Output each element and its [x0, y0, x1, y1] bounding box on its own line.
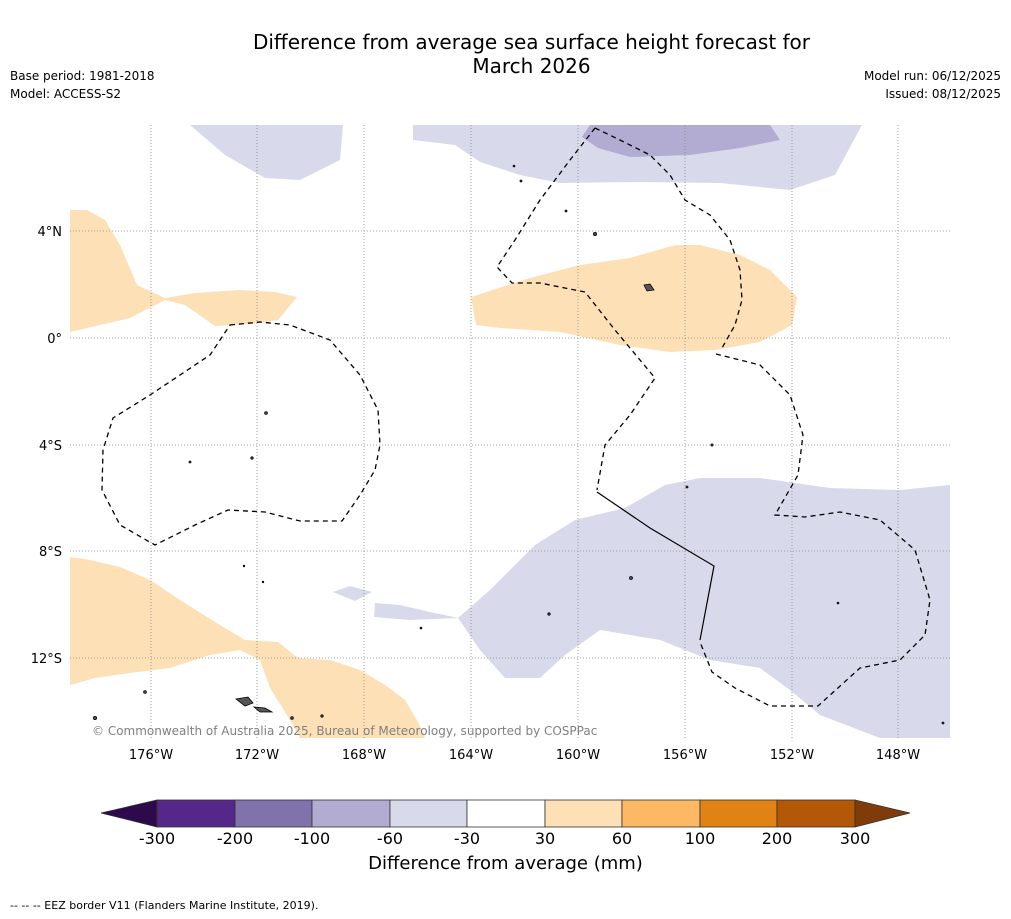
- island-17: [242, 564, 246, 568]
- lon-label: 156°W: [663, 748, 707, 763]
- anomaly-region-negative-small-2: [374, 603, 458, 620]
- maritime-boundary-solid: [596, 491, 715, 641]
- island-8: [710, 443, 714, 447]
- colorbar-tick: 30: [534, 829, 556, 848]
- metadata-right: Model run: 06/12/2025 Issued: 08/12/2025: [864, 67, 1001, 103]
- island-1: [264, 411, 268, 415]
- lon-label: 160°W: [556, 748, 600, 763]
- colorbar-segment: [621, 799, 701, 828]
- islands: [93, 164, 945, 725]
- anomaly-region-strong-negative: [582, 125, 780, 157]
- anomaly-region-negative-north-left: [190, 125, 343, 180]
- island-13: [143, 690, 147, 694]
- colorbar-label: Difference from average (mm): [368, 853, 643, 874]
- chart-title: Difference from average sea surface heig…: [0, 30, 1011, 78]
- lon-label: 148°W: [876, 748, 920, 763]
- colorbar-segment: [699, 799, 778, 828]
- lon-label: 176°W: [129, 748, 173, 763]
- lat-label: 8°S: [39, 545, 62, 560]
- colorbar-segment: [466, 799, 546, 828]
- island-20: [941, 721, 945, 725]
- anomaly-region-positive-west: [70, 210, 297, 332]
- island-12: [419, 626, 423, 630]
- lon-label: 172°W: [235, 748, 279, 763]
- lon-label: 168°W: [342, 748, 386, 763]
- anomaly-region-negative-south: [458, 478, 950, 738]
- colorbar-tick: -100: [293, 829, 331, 848]
- model-name: Model: ACCESS-S2: [10, 87, 122, 101]
- anomaly-region-positive-center: [471, 245, 797, 352]
- eez-border-center-2: [496, 127, 656, 491]
- colorbar-tick: 300: [839, 829, 871, 848]
- eez-legend-note: -- -- -- EEZ border V11 (Flanders Marine…: [10, 899, 319, 912]
- eez-borders: [101, 127, 931, 707]
- eez-border-west: [101, 321, 381, 546]
- island-10: [629, 576, 633, 580]
- island-upolu: [235, 696, 254, 707]
- colorbar-extend-low: [100, 799, 158, 828]
- island-11: [547, 612, 551, 616]
- colorbar-tick: 200: [761, 829, 793, 848]
- longitude-labels: 176°W 172°W 168°W 164°W 160°W 156°W 152°…: [129, 748, 920, 763]
- lat-label: 12°S: [31, 652, 62, 667]
- island-15: [290, 716, 294, 720]
- eez-border-center: [594, 127, 743, 349]
- colorbar-segment: [156, 799, 236, 828]
- graticule: [70, 125, 950, 738]
- lat-label: 4°S: [39, 439, 62, 454]
- anomaly-region-negative-small-1: [333, 586, 372, 601]
- model-run: Model run: 06/12/2025: [863, 69, 1001, 83]
- colorbar-extend-high: [854, 799, 911, 828]
- latitude-labels: 4°N 0° 4°S 8°S 12°S: [31, 225, 62, 667]
- lat-label: 0°: [47, 332, 62, 347]
- colorbar-tick: -30: [453, 829, 481, 848]
- colorbar-tick: 60: [611, 829, 633, 848]
- colorbar-segment: [234, 799, 313, 828]
- colorbar-tick: -200: [216, 829, 254, 848]
- colorbar-tick: 100: [684, 829, 716, 848]
- island-16: [320, 714, 324, 718]
- island-2: [250, 456, 254, 460]
- title-line-1: Difference from average sea surface heig…: [252, 30, 811, 54]
- island-3: [188, 460, 192, 464]
- colorbar-tick: -300: [138, 829, 176, 848]
- colorbar: [100, 799, 911, 828]
- copyright-notice: © Commonwealth of Australia 2025, Bureau…: [92, 724, 598, 738]
- island-18: [261, 580, 265, 584]
- colorbar-segment: [544, 799, 623, 828]
- colorbar-segment: [389, 799, 468, 828]
- island-6: [519, 179, 523, 183]
- colorbar-segment: [311, 799, 391, 828]
- issued-date: Issued: 08/12/2025: [885, 87, 1001, 101]
- colorbar-tick: -60: [376, 829, 404, 848]
- island-9: [685, 485, 689, 489]
- island-7: [512, 164, 516, 168]
- island-4: [593, 231, 598, 236]
- island-tutuila: [252, 706, 274, 713]
- lon-label: 152°W: [770, 748, 814, 763]
- lat-label: 4°N: [38, 225, 63, 240]
- base-period: Base period: 1981-2018: [10, 69, 155, 83]
- island-14: [93, 716, 98, 721]
- lon-label: 164°W: [449, 748, 493, 763]
- metadata-left: Base period: 1981-2018 Model: ACCESS-S2: [10, 67, 155, 103]
- title-line-2: March 2026: [472, 54, 591, 78]
- island-19: [836, 601, 840, 605]
- colorbar-segment: [776, 799, 856, 828]
- island-5: [564, 209, 568, 213]
- anomaly-region-positive-south: [70, 557, 425, 738]
- eez-border-east: [699, 353, 931, 707]
- anomaly-regions: [70, 125, 950, 738]
- island-christmas: [643, 283, 655, 292]
